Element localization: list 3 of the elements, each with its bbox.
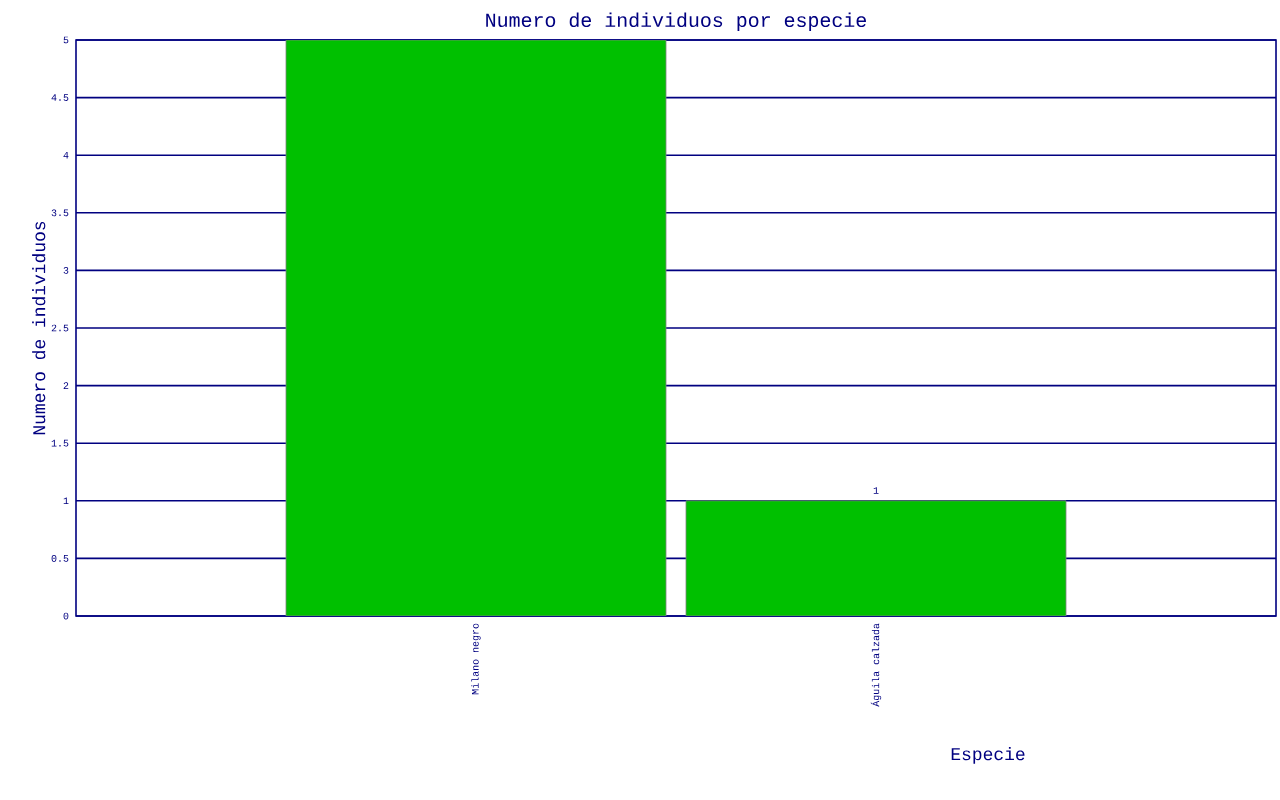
- x-axis-title: Especie: [951, 747, 1025, 764]
- chart-title: Numero de individuos por especie: [486, 12, 866, 31]
- y-axis-title: Numero de individuos: [32, 221, 46, 435]
